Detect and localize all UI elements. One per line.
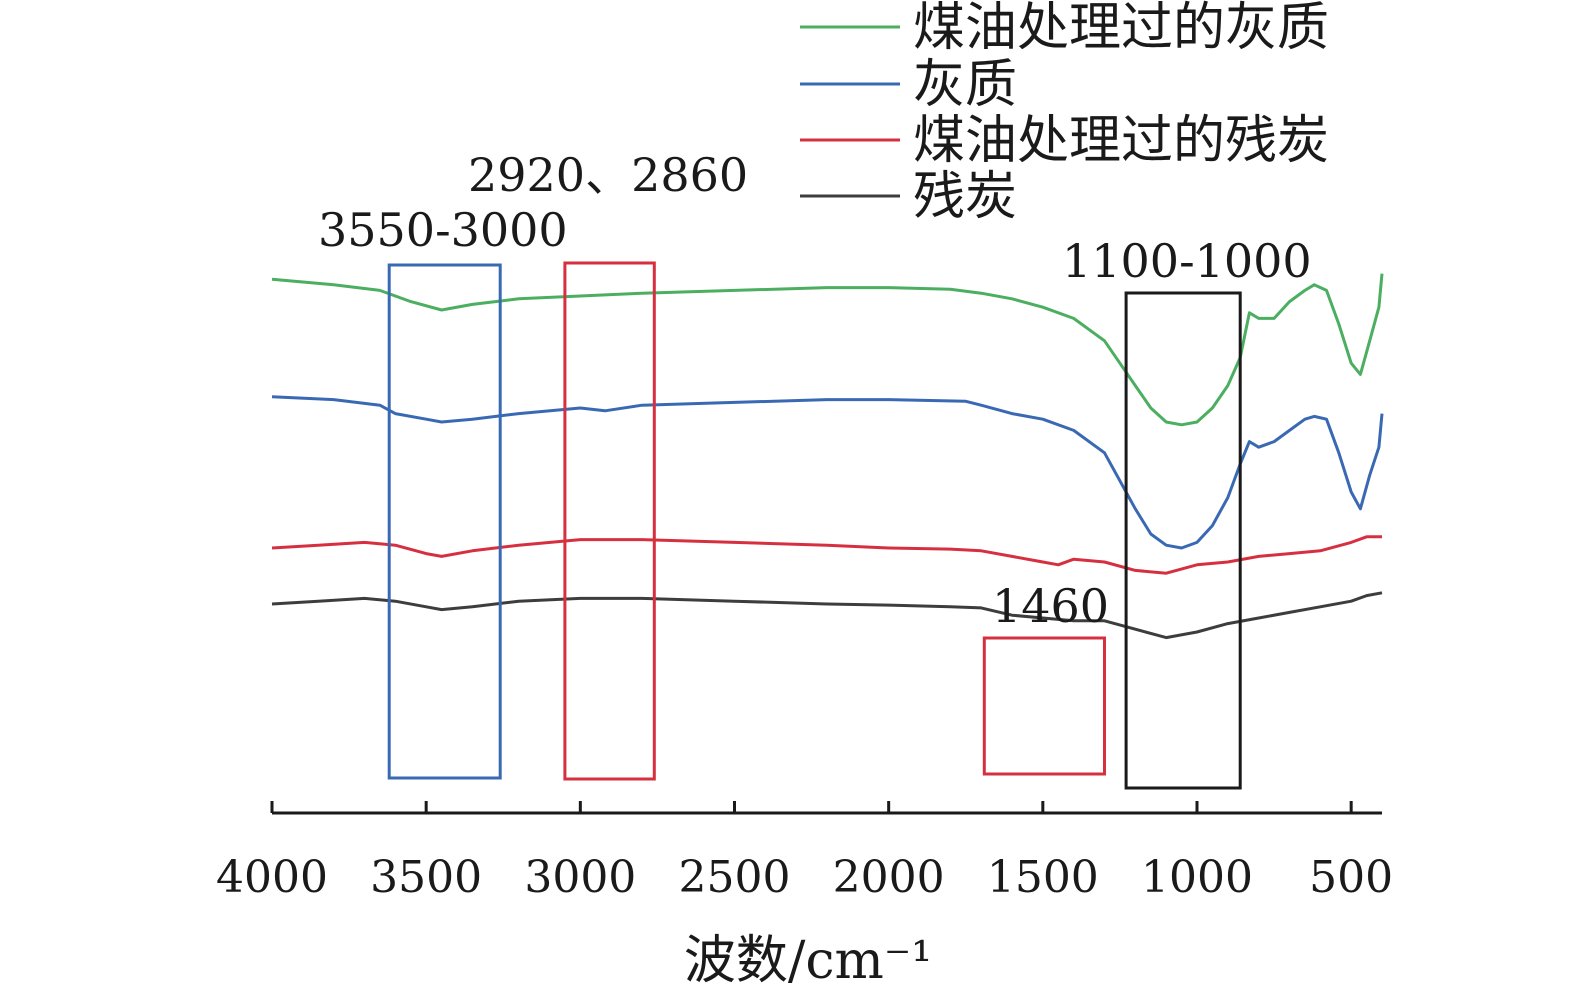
x-tick-label-1500: 1500 [987, 852, 1099, 903]
series-line-3 [271, 535, 1382, 575]
x-tick-label-1000: 1000 [1141, 852, 1253, 903]
series-line-4 [271, 591, 1383, 640]
x-tick-label-3000: 3000 [524, 852, 636, 903]
series-line-2 [271, 395, 1384, 550]
legend-label-1: 煤油处理过的灰质 [913, 0, 1329, 58]
annotation-label-4: 1100-1000 [1062, 234, 1312, 288]
x-axis: 4000 3500 3000 2500 2000 1500 1000 500 [216, 801, 1393, 903]
annotation-label-3: 1460 [992, 579, 1109, 633]
series-layer [271, 273, 1384, 640]
x-tick-label-500: 500 [1309, 852, 1393, 903]
legend-label-2: 灰质 [913, 55, 1017, 115]
series-line-1 [271, 273, 1384, 427]
x-tick-label-2500: 2500 [679, 852, 791, 903]
x-tick-label-3500: 3500 [370, 852, 482, 903]
x-axis-label: 波数/cm⁻¹ [684, 931, 932, 991]
x-tick-label-2000: 2000 [833, 852, 945, 903]
legend-label-4: 残炭 [913, 167, 1017, 227]
annotation-box-3 [982, 636, 1106, 776]
x-tick-label-4000: 4000 [216, 852, 328, 903]
annotation-label-1: 3550-3000 [318, 203, 568, 257]
annotation-box-4 [1124, 291, 1242, 790]
legend-label-3: 煤油处理过的残炭 [913, 111, 1329, 171]
annotation-label-2: 2920、2860 [468, 148, 748, 202]
annotation-box-1 [387, 263, 502, 780]
annotation-box-2 [563, 261, 656, 781]
